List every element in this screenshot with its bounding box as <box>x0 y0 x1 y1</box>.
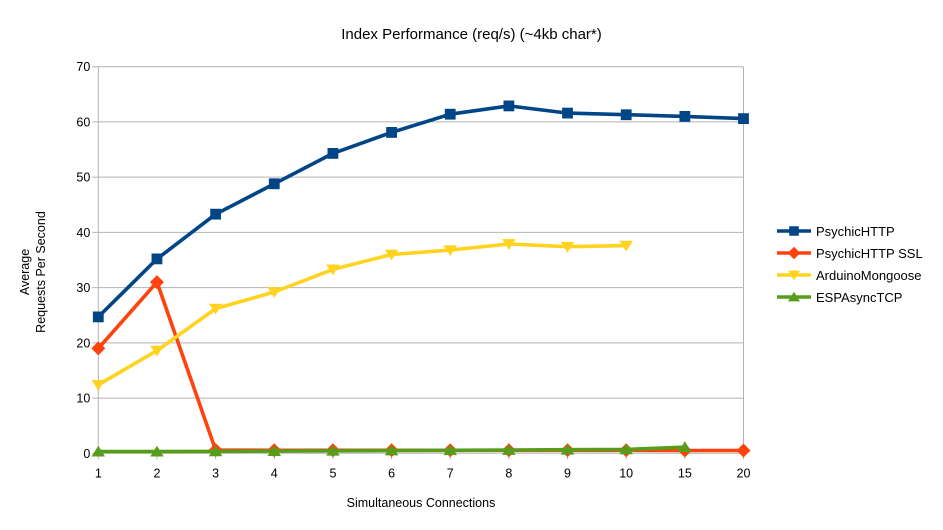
data-point-marker <box>384 249 399 261</box>
legend-item-psychichttp-ssl: PsychicHTTP SSL <box>777 245 923 261</box>
x-tick-label: 5 <box>329 466 336 480</box>
x-tick-label: 15 <box>678 466 692 480</box>
x-tick-label: 7 <box>447 466 454 480</box>
y-tick-label: 60 <box>76 115 90 129</box>
legend-label: ArduinoMongoose <box>816 267 922 283</box>
data-point-marker <box>150 345 164 357</box>
data-point-marker <box>267 287 282 298</box>
data-point-marker <box>562 107 573 119</box>
y-tick-label: 30 <box>76 281 90 295</box>
data-point-marker <box>560 241 575 253</box>
data-point-marker <box>267 445 282 456</box>
data-point-marker <box>443 245 457 256</box>
data-point-marker <box>326 264 340 276</box>
legend-marker-diamond-icon <box>777 246 811 260</box>
data-point-marker <box>151 253 163 265</box>
data-point-marker <box>502 444 516 455</box>
legend-item-arduinomongoose: ArduinoMongoose <box>777 267 923 283</box>
legend-label: ESPAsyncTCP <box>816 289 903 305</box>
series-espasynctcp <box>91 441 692 457</box>
y-tick-label: 70 <box>76 60 90 74</box>
data-point-marker <box>679 111 691 122</box>
legend-item-espasynctcp: ESPAsyncTCP <box>777 289 923 305</box>
data-point-marker <box>736 443 751 458</box>
legend-item-psychichttp: PsychicHTTP <box>777 223 923 239</box>
series-psychichttp <box>92 100 749 323</box>
series-arduinomongoose <box>91 239 633 391</box>
data-point-marker <box>444 108 456 120</box>
y-tick-label: 40 <box>76 226 90 240</box>
legend-marker-triangle-up-icon <box>777 291 811 302</box>
series-line <box>96 104 746 319</box>
data-point-marker <box>91 341 106 356</box>
x-tick-label: 8 <box>505 466 512 480</box>
data-point-marker <box>326 444 340 456</box>
data-point-marker <box>738 113 749 125</box>
data-point-marker <box>91 445 106 457</box>
y-tick-label: 0 <box>83 447 90 461</box>
legend: PsychicHTTP PsychicHTTP SSL ArduinoMongoos… <box>777 223 923 305</box>
data-point-marker <box>619 240 633 252</box>
data-point-marker <box>208 445 223 457</box>
x-tick-label: 6 <box>388 466 395 480</box>
x-tick-labels: 1 2 3 4 5 6 7 8 9 10 15 20 <box>95 466 751 480</box>
series-psychichttp-ssl <box>91 275 751 458</box>
x-tick-label: 20 <box>737 466 751 480</box>
data-point-marker <box>560 443 575 455</box>
gridlines <box>98 66 744 454</box>
y-tick-label: 10 <box>76 392 90 406</box>
data-point-marker <box>150 445 164 457</box>
data-point-marker <box>92 311 104 323</box>
x-tick-label: 2 <box>153 466 160 480</box>
data-point-marker <box>443 444 457 456</box>
data-point-marker <box>327 148 339 159</box>
x-tick-label: 10 <box>619 466 633 480</box>
data-point-marker <box>208 303 223 315</box>
legend-marker-triangle-down-icon <box>777 270 811 281</box>
y-tick-label: 20 <box>76 336 90 350</box>
data-point-marker <box>268 178 280 190</box>
data-point-marker <box>619 443 633 455</box>
data-point-marker <box>620 109 632 121</box>
x-tick-label: 3 <box>212 466 219 480</box>
x-tick-label: 9 <box>564 466 571 480</box>
y-tick-labels: 0 10 20 30 40 50 60 70 <box>76 60 90 461</box>
data-point-marker <box>386 127 397 138</box>
y-tick-label: 50 <box>76 171 90 185</box>
legend-label: PsychicHTTP SSL <box>816 245 923 261</box>
data-point-marker <box>502 239 516 250</box>
x-axis-title: Simultaneous Connections <box>346 496 496 510</box>
data-point-marker <box>384 444 399 456</box>
legend-label: PsychicHTTP <box>816 223 895 239</box>
data-point-marker <box>210 208 222 220</box>
data-point-marker <box>503 100 515 112</box>
data-point-marker <box>91 379 106 391</box>
series-line <box>96 242 628 387</box>
data-point-marker <box>678 441 692 453</box>
chart-title: Index Performance (req/s) (~4kb char*) <box>341 26 602 43</box>
series-line <box>96 280 746 453</box>
legend-marker-square-icon <box>777 226 811 236</box>
x-tick-label: 1 <box>95 466 102 480</box>
data-point-marker <box>149 275 164 290</box>
x-tick-label: 4 <box>271 466 278 480</box>
